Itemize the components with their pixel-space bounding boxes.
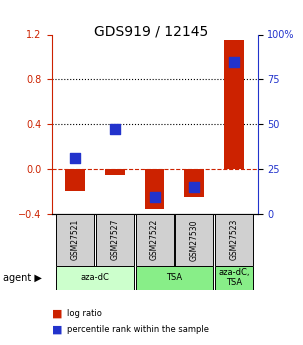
Point	[231, 59, 236, 65]
FancyBboxPatch shape	[56, 266, 134, 290]
Bar	[65, 169, 85, 191]
Bar	[145, 169, 165, 209]
Text: TSA: TSA	[166, 273, 182, 282]
Text: ■: ■	[52, 309, 62, 319]
Point	[112, 126, 117, 131]
Point	[192, 184, 197, 190]
Text: GSM27530: GSM27530	[190, 219, 199, 260]
Text: aza-dC,
TSA: aza-dC, TSA	[218, 268, 250, 287]
Bar	[105, 169, 125, 175]
Text: GSM27522: GSM27522	[150, 219, 159, 260]
FancyBboxPatch shape	[215, 266, 253, 290]
Text: ■: ■	[52, 325, 62, 334]
FancyBboxPatch shape	[215, 214, 253, 266]
Bar	[224, 40, 244, 169]
FancyBboxPatch shape	[135, 266, 213, 290]
Text: log ratio: log ratio	[67, 309, 102, 318]
Text: GSM27523: GSM27523	[229, 219, 238, 260]
Text: percentile rank within the sample: percentile rank within the sample	[67, 325, 209, 334]
FancyBboxPatch shape	[56, 214, 94, 266]
FancyBboxPatch shape	[135, 214, 174, 266]
Text: agent ▶: agent ▶	[3, 273, 42, 283]
FancyBboxPatch shape	[96, 214, 134, 266]
Point	[152, 194, 157, 199]
Text: GSM27527: GSM27527	[110, 219, 119, 260]
Text: GSM27521: GSM27521	[71, 219, 80, 260]
FancyBboxPatch shape	[175, 214, 213, 266]
Bar	[184, 169, 204, 197]
Text: aza-dC: aza-dC	[81, 273, 109, 282]
Text: GDS919 / 12145: GDS919 / 12145	[94, 24, 209, 38]
Point	[73, 155, 78, 161]
